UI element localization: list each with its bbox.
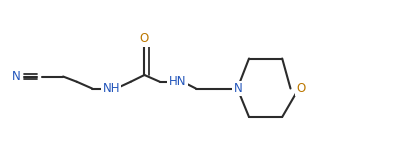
Text: O: O (296, 82, 305, 95)
Text: HN: HN (169, 75, 186, 88)
Text: N: N (11, 70, 20, 83)
Text: N: N (234, 82, 243, 95)
Text: NH: NH (103, 82, 120, 95)
Text: O: O (140, 33, 149, 45)
